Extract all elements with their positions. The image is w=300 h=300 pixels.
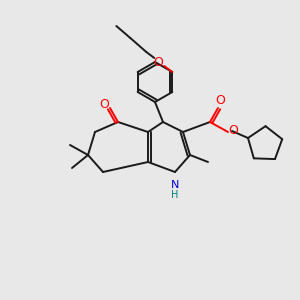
Text: O: O [99,98,109,110]
Text: O: O [215,94,225,107]
Text: N: N [171,180,179,190]
Text: O: O [228,124,238,136]
Text: H: H [171,190,179,200]
Text: O: O [153,56,163,68]
